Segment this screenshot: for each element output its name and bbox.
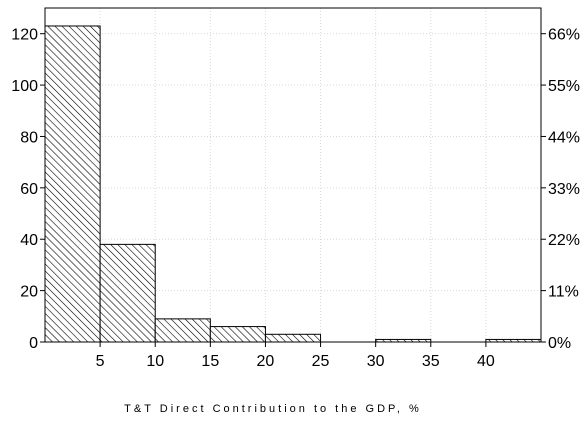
- x-tick-label: 35: [422, 353, 440, 370]
- y-tick-label-right: 66%: [548, 27, 580, 44]
- y-tick-label-right: 44%: [548, 129, 580, 146]
- x-tick-label: 10: [146, 353, 164, 370]
- histogram-bar: [264, 333, 322, 343]
- y-tick-label-left: 120: [11, 27, 38, 44]
- y-tick-label-right: 11%: [548, 284, 579, 301]
- x-tick-label: 5: [96, 353, 105, 370]
- histogram-bars: [44, 25, 542, 343]
- axis-ticks: 0 0% 20 11% 40 22% 60 33% 80 44% 100 55% 120 66% 5 10 15…: [11, 27, 580, 370]
- y-tick-label-right: 33%: [548, 181, 580, 198]
- x-tick-label: 15: [201, 353, 219, 370]
- y-tick-label-left: 80: [20, 129, 38, 146]
- y-tick-label-left: 100: [11, 78, 38, 95]
- y-tick-label-left: 0: [29, 335, 38, 352]
- x-tick-label: 30: [367, 353, 385, 370]
- x-tick-label: 20: [257, 353, 275, 370]
- x-tick-label: 25: [312, 353, 330, 370]
- histogram-bar: [44, 25, 101, 343]
- y-tick-label-left: 20: [20, 284, 38, 301]
- y-tick-label-right: 22%: [548, 232, 580, 249]
- y-tick-label-right: 0%: [548, 335, 571, 352]
- histogram-bar: [154, 318, 211, 343]
- histogram-bar: [209, 326, 266, 343]
- x-axis-label: T&T Direct Contribution to the GDP, %: [124, 403, 422, 415]
- y-tick-label-left: 60: [20, 181, 38, 198]
- y-tick-label-right: 55%: [548, 78, 580, 95]
- plot-frame: [44, 7, 542, 343]
- histogram-bar: [99, 243, 156, 343]
- y-tick-label-left: 40: [20, 232, 38, 249]
- x-tick-label: 40: [477, 353, 495, 370]
